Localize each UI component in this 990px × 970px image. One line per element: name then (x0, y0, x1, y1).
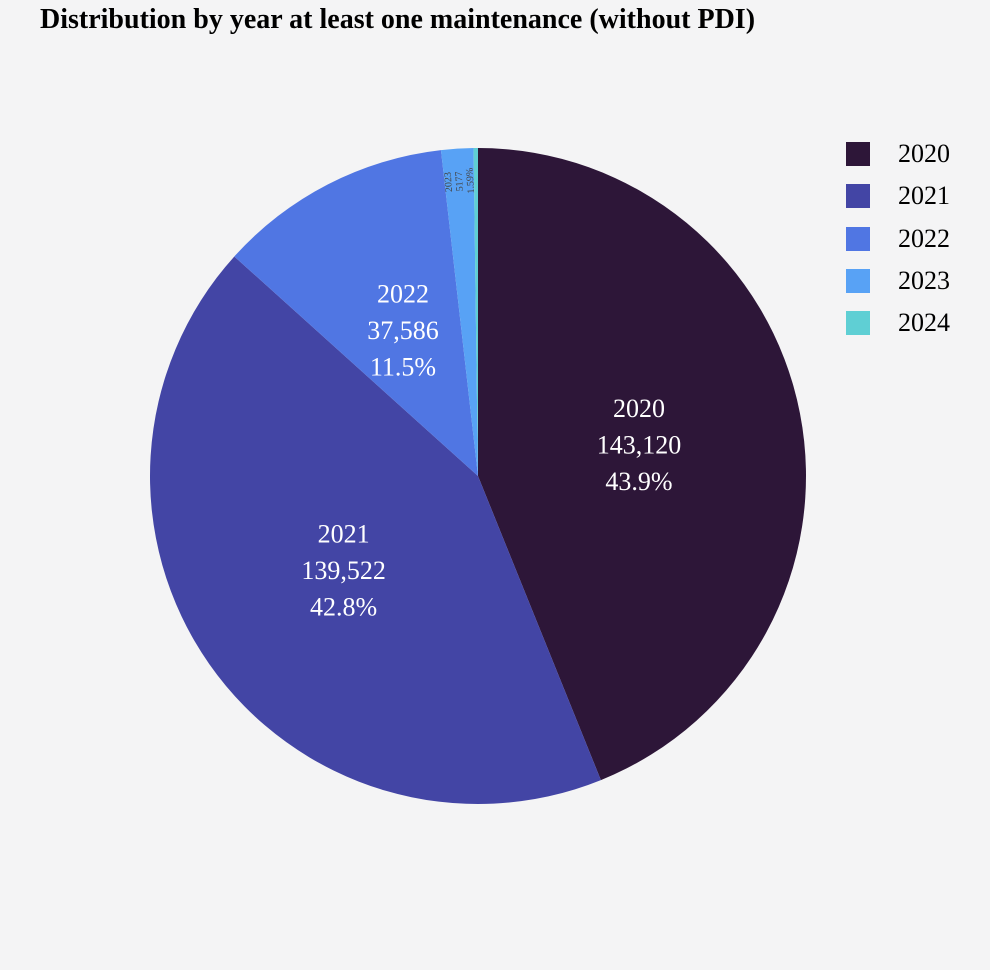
pie-slice-2024[interactable] (473, 148, 478, 476)
legend-label: 2024 (898, 308, 950, 338)
legend-swatch (846, 269, 870, 294)
slice-label-2022-percent: 11.5% (370, 353, 436, 382)
pie-labels: 2020 143,120 43.9% 2021 139,522 42.8% 2022 37,5… (301, 167, 681, 621)
legend-item-2023[interactable]: 2023 (846, 260, 950, 302)
slice-label-2021-value: 139,522 (301, 556, 386, 585)
legend-label: 2020 (898, 139, 950, 169)
slice-label-2020-name: 2020 (613, 394, 665, 423)
slice-label-2023-percent: 1.59% (464, 167, 477, 193)
legend-swatch (846, 184, 870, 209)
slice-label-2020-percent: 43.9% (605, 467, 672, 496)
legend-swatch (846, 226, 870, 251)
legend-label: 2022 (898, 223, 950, 253)
legend-label: 2021 (898, 181, 950, 211)
legend-swatch (846, 311, 870, 336)
legend-label: 2023 (898, 266, 950, 296)
slice-label-2023-value: 5177 (454, 171, 466, 192)
pie-slice-2020[interactable] (478, 148, 806, 781)
legend-item-2020[interactable]: 2020 (846, 133, 950, 175)
slice-label-2022-name: 2022 (377, 280, 429, 309)
slice-label-2021-name: 2021 (318, 520, 370, 549)
legend-item-2024[interactable]: 2024 (846, 302, 950, 344)
pie-slice-2022[interactable] (234, 150, 478, 476)
legend-swatch (846, 142, 870, 167)
chart-title: Distribution by year at least one mainte… (40, 4, 756, 35)
legend-item-2021[interactable]: 2021 (846, 175, 950, 217)
pie-slice-2021[interactable] (149, 256, 601, 804)
pie-slice-2023[interactable] (440, 148, 478, 476)
pie-slices (149, 148, 806, 804)
slice-label-2022-value: 37,586 (367, 316, 439, 345)
slice-label-2020-value: 143,120 (597, 431, 682, 460)
legend-item-2022[interactable]: 2022 (846, 218, 950, 260)
legend: 2020 2021 2022 2023 2024 (846, 133, 950, 344)
slice-label-2021-percent: 42.8% (310, 593, 377, 622)
slice-label-2023-name: 2023 (443, 172, 455, 193)
